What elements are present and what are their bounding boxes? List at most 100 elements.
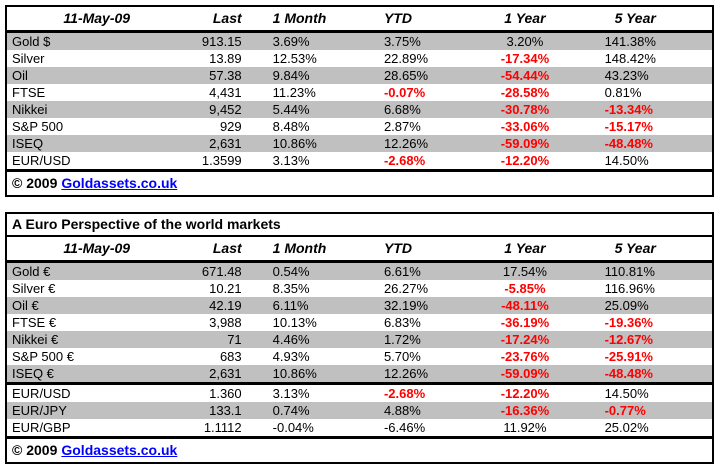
asset-name-cell: Gold $	[12, 34, 51, 49]
asset-name-cell: S&P 500 €	[12, 349, 74, 364]
one-year-cell: 11.92%	[503, 420, 547, 435]
one-year-cell: -12.20%	[500, 386, 550, 401]
currency-pair-cell: EUR/JPY	[12, 403, 67, 418]
asset-name-cell: S&P 500	[12, 119, 64, 134]
one-year-cell: -16.36%	[500, 403, 550, 418]
one-month-cell: 10.13%	[272, 315, 317, 330]
ytd-cell: 12.26%	[383, 136, 429, 151]
ytd-cell: 3.75%	[383, 34, 421, 49]
table-row: FTSE 4,431 11.23% -0.07% -28.58% 0.81%	[6, 84, 713, 101]
usd-table-header: 11-May-09 Last 1 Month YTD 1 Year 5 Year	[6, 6, 713, 33]
table-row: ISEQ € 2,631 10.86% 12.26% -59.09% -48.4…	[6, 365, 713, 384]
five-year-cell: 14.50%	[604, 386, 649, 401]
one-year-cell: -59.09%	[500, 136, 550, 151]
asset-name-cell: EUR/USD	[12, 153, 71, 168]
last-value-cell: 42.19	[209, 298, 242, 313]
table-row: EUR/USD 1.3599 3.13% -2.68% -12.20% 14.5…	[6, 152, 713, 171]
usd-table-footer: © 2009 Goldassets.co.uk	[6, 169, 713, 196]
one-month-cell: 3.13%	[272, 386, 310, 401]
ytd-cell: 6.68%	[383, 102, 421, 117]
five-year-cell: 110.81%	[604, 264, 655, 279]
last-value-cell: 1.3599	[201, 153, 242, 168]
table-row: S&P 500 € 683 4.93% 5.70% -23.76% -25.91…	[6, 348, 713, 365]
one-month-cell: 3.13%	[272, 153, 310, 168]
ytd-cell: 28.65%	[383, 68, 429, 83]
table-row: Gold $ 913.15 3.69% 3.75% 3.20% 141.38%	[6, 31, 713, 50]
asset-name-cell: Oil	[12, 68, 28, 83]
col-header-last: Last	[186, 236, 247, 263]
col-header-date: 11-May-09	[6, 236, 187, 263]
col-header-1-year: 1 Year	[472, 6, 578, 33]
asset-name-cell: ISEQ €	[12, 366, 54, 381]
last-value-cell: 913.15	[201, 34, 242, 49]
one-month-cell: 6.11%	[272, 298, 309, 313]
one-year-cell: -23.76%	[500, 349, 550, 364]
ytd-cell: 5.70%	[383, 349, 421, 364]
ytd-cell: 22.89%	[383, 51, 429, 66]
five-year-cell: -48.48%	[604, 136, 653, 151]
one-month-cell: 10.86%	[272, 136, 317, 151]
ytd-cell: -2.68%	[383, 153, 426, 168]
col-header-ytd: YTD	[356, 236, 473, 263]
five-year-cell: 116.96%	[604, 281, 655, 296]
one-month-cell: 0.74%	[272, 403, 310, 418]
goldassets-link[interactable]: Goldassets.co.uk	[61, 442, 178, 458]
five-year-cell: -25.91%	[604, 349, 653, 364]
world-markets-usd-table: 11-May-09 Last 1 Month YTD 1 Year 5 Year…	[5, 5, 714, 197]
one-month-cell: 4.93%	[272, 349, 310, 364]
five-year-cell: -12.67%	[604, 332, 653, 347]
one-month-cell: 4.46%	[272, 332, 310, 347]
five-year-cell: -48.48%	[604, 366, 653, 381]
last-value-cell: 9,452	[209, 102, 242, 117]
table-row: ISEQ 2,631 10.86% 12.26% -59.09% -48.48%	[6, 135, 713, 152]
table-row: EUR/USD 1.360 3.13% -2.68% -12.20% 14.50…	[6, 384, 713, 403]
asset-name-cell: FTSE	[12, 85, 46, 100]
five-year-cell: -15.17%	[604, 119, 653, 134]
table-row: EUR/GBP 1.1112 -0.04% -6.46% 11.92% 25.0…	[6, 419, 713, 438]
euro-table-footer: © 2009 Goldassets.co.uk	[6, 436, 713, 463]
col-header-last: Last	[186, 6, 247, 33]
euro-table-body: Gold € 671.48 0.54% 6.61% 17.54% 110.81%…	[6, 261, 713, 384]
one-month-cell: -0.04%	[272, 420, 314, 435]
ytd-cell: 32.19%	[383, 298, 429, 313]
currency-pair-cell: EUR/USD	[12, 386, 71, 401]
table-row: FTSE € 3,988 10.13% 6.83% -36.19% -19.36…	[6, 314, 713, 331]
footer-row: © 2009 Goldassets.co.uk	[6, 169, 713, 196]
five-year-cell: 141.38%	[604, 34, 656, 49]
one-month-cell: 5.44%	[272, 102, 310, 117]
one-year-cell: -12.20%	[500, 153, 550, 168]
col-header-5-year: 5 Year	[577, 236, 713, 263]
one-year-cell: -28.58%	[500, 85, 550, 100]
ytd-cell: 1.72%	[383, 332, 421, 347]
one-month-cell: 8.35%	[272, 281, 310, 296]
ytd-cell: 6.83%	[383, 315, 421, 330]
table-row: S&P 500 929 8.48% 2.87% -33.06% -15.17%	[6, 118, 713, 135]
col-header-1-year: 1 Year	[472, 236, 578, 263]
table-row: Oil 57.38 9.84% 28.65% -54.44% 43.23%	[6, 67, 713, 84]
last-value-cell: 2,631	[209, 136, 242, 151]
col-header-5-year: 5 Year	[577, 6, 713, 33]
goldassets-link[interactable]: Goldassets.co.uk	[61, 175, 178, 191]
five-year-cell: 25.09%	[604, 298, 649, 313]
copyright-text: © 2009	[12, 442, 58, 458]
five-year-cell: -13.34%	[604, 102, 653, 117]
asset-name-cell: Silver	[12, 51, 45, 66]
five-year-cell: 148.42%	[604, 51, 656, 66]
one-year-cell: -48.11%	[501, 298, 549, 313]
table-row: Silver € 10.21 8.35% 26.27% -5.85% 116.9…	[6, 280, 713, 297]
one-year-cell: -36.19%	[500, 315, 550, 330]
last-value-cell: 683	[219, 349, 242, 364]
one-month-cell: 3.69%	[272, 34, 310, 49]
one-month-cell: 12.53%	[272, 51, 317, 66]
footer-row: © 2009 Goldassets.co.uk	[6, 436, 713, 463]
five-year-cell: -0.77%	[604, 403, 646, 418]
last-value-cell: 3,988	[209, 315, 242, 330]
asset-name-cell: FTSE €	[12, 315, 57, 330]
last-value-cell: 13.89	[209, 51, 242, 66]
table-title: A Euro Perspective of the world markets	[6, 213, 713, 237]
last-value-cell: 4,431	[209, 85, 242, 100]
one-year-cell: -33.06%	[500, 119, 550, 134]
header-row: 11-May-09 Last 1 Month YTD 1 Year 5 Year	[6, 236, 713, 263]
table-row: Nikkei 9,452 5.44% 6.68% -30.78% -13.34%	[6, 101, 713, 118]
